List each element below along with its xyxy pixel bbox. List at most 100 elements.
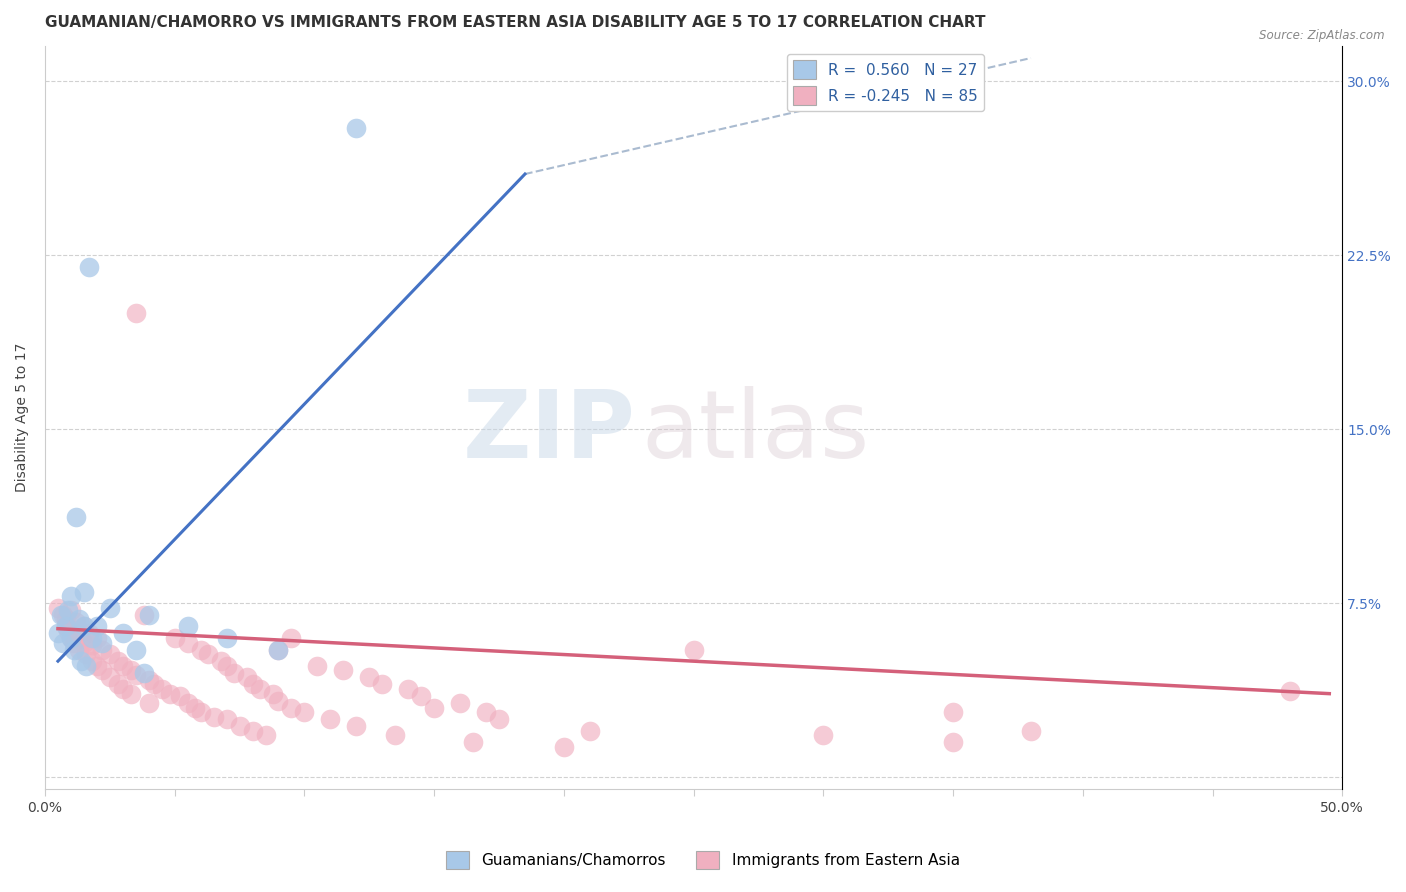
Point bbox=[307, 658, 329, 673]
Point bbox=[242, 677, 264, 691]
Point bbox=[62, 642, 84, 657]
Point bbox=[86, 631, 108, 645]
Point bbox=[67, 624, 90, 638]
Point bbox=[77, 626, 100, 640]
Point bbox=[209, 654, 232, 668]
Point bbox=[142, 677, 165, 691]
Point bbox=[125, 306, 148, 320]
Text: ZIP: ZIP bbox=[463, 386, 636, 478]
Point bbox=[65, 510, 87, 524]
Point bbox=[280, 631, 302, 645]
Point bbox=[107, 654, 129, 668]
Point bbox=[120, 687, 142, 701]
Text: GUAMANIAN/CHAMORRO VS IMMIGRANTS FROM EASTERN ASIA DISABILITY AGE 5 TO 17 CORREL: GUAMANIAN/CHAMORRO VS IMMIGRANTS FROM EA… bbox=[45, 15, 986, 30]
Point bbox=[138, 607, 160, 622]
Point bbox=[86, 619, 108, 633]
Point bbox=[942, 705, 965, 719]
Point bbox=[73, 635, 96, 649]
Point bbox=[55, 612, 77, 626]
Point bbox=[107, 677, 129, 691]
Point bbox=[224, 665, 246, 680]
Point bbox=[176, 696, 198, 710]
Point bbox=[70, 654, 93, 668]
Point bbox=[184, 700, 207, 714]
Point bbox=[76, 647, 98, 661]
Point bbox=[55, 619, 77, 633]
Point bbox=[111, 626, 134, 640]
Point bbox=[163, 631, 186, 645]
Point bbox=[98, 600, 121, 615]
Point bbox=[384, 728, 406, 742]
Point bbox=[86, 658, 108, 673]
Point bbox=[58, 603, 80, 617]
Point bbox=[169, 689, 191, 703]
Point bbox=[52, 607, 75, 622]
Point bbox=[215, 658, 238, 673]
Point bbox=[49, 607, 72, 622]
Text: Source: ZipAtlas.com: Source: ZipAtlas.com bbox=[1260, 29, 1385, 42]
Point bbox=[76, 658, 98, 673]
Point bbox=[58, 624, 80, 638]
Point bbox=[98, 670, 121, 684]
Point bbox=[159, 687, 181, 701]
Point bbox=[423, 700, 446, 714]
Point bbox=[111, 681, 134, 696]
Point bbox=[91, 642, 114, 657]
Point bbox=[1279, 684, 1302, 698]
Point bbox=[228, 719, 250, 733]
Point bbox=[138, 673, 160, 687]
Point bbox=[59, 631, 82, 645]
Point bbox=[59, 631, 82, 645]
Point bbox=[267, 642, 290, 657]
Point bbox=[294, 705, 316, 719]
Point bbox=[396, 681, 419, 696]
Point bbox=[942, 735, 965, 749]
Point bbox=[55, 619, 77, 633]
Point bbox=[132, 607, 155, 622]
Point bbox=[176, 619, 198, 633]
Point bbox=[120, 664, 142, 678]
Point bbox=[111, 658, 134, 673]
Point bbox=[62, 635, 84, 649]
Point bbox=[67, 642, 90, 657]
Point bbox=[125, 668, 148, 682]
Legend: Guamanians/Chamorros, Immigrants from Eastern Asia: Guamanians/Chamorros, Immigrants from Ea… bbox=[440, 845, 966, 875]
Point bbox=[80, 638, 103, 652]
Point bbox=[332, 664, 354, 678]
Point bbox=[91, 635, 114, 649]
Point bbox=[254, 728, 277, 742]
Point bbox=[344, 120, 367, 135]
Point bbox=[215, 712, 238, 726]
Point bbox=[52, 635, 75, 649]
Point bbox=[682, 642, 704, 657]
Point bbox=[46, 600, 69, 615]
Point bbox=[70, 631, 93, 645]
Point bbox=[80, 654, 103, 668]
Point bbox=[202, 710, 225, 724]
Point bbox=[91, 664, 114, 678]
Point bbox=[98, 647, 121, 661]
Point bbox=[249, 681, 271, 696]
Point bbox=[59, 603, 82, 617]
Point bbox=[371, 677, 394, 691]
Y-axis label: Disability Age 5 to 17: Disability Age 5 to 17 bbox=[15, 343, 30, 492]
Point bbox=[1019, 723, 1042, 738]
Point bbox=[190, 642, 212, 657]
Point bbox=[197, 647, 219, 661]
Point bbox=[553, 739, 575, 754]
Point bbox=[73, 619, 96, 633]
Point bbox=[461, 735, 484, 749]
Point bbox=[138, 696, 160, 710]
Point bbox=[176, 635, 198, 649]
Point bbox=[46, 626, 69, 640]
Point bbox=[190, 705, 212, 719]
Point bbox=[262, 687, 284, 701]
Point bbox=[59, 589, 82, 603]
Point bbox=[73, 619, 96, 633]
Point bbox=[215, 631, 238, 645]
Text: atlas: atlas bbox=[641, 386, 870, 478]
Point bbox=[319, 712, 342, 726]
Point bbox=[280, 700, 302, 714]
Point bbox=[267, 693, 290, 707]
Point bbox=[449, 696, 471, 710]
